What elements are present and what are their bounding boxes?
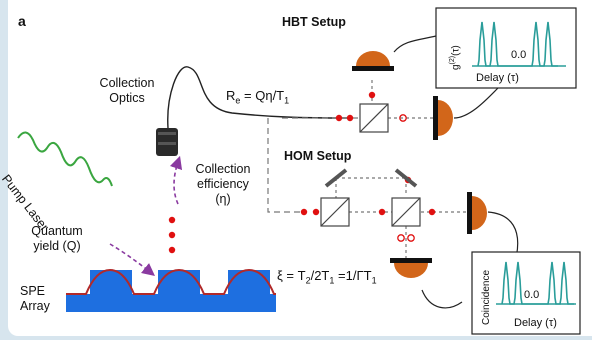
hbt-center-value: 0.0 <box>511 49 527 61</box>
xi-subscript-1: 2 <box>305 275 311 286</box>
collection-efficiency-line1: Collection <box>195 162 251 176</box>
collection-efficiency-line2: efficiency <box>197 177 249 191</box>
collection-optics-line2: Optics <box>109 91 145 105</box>
spe-array-label: SPE Array <box>20 284 50 314</box>
collection-optics-line1: Collection <box>99 76 155 90</box>
spe-substrate <box>66 268 276 312</box>
hbt-detector-right <box>433 96 453 140</box>
rate-symbol: R <box>226 88 236 103</box>
hbt-inset <box>435 7 577 89</box>
xi-subscript-3: 1 <box>371 275 377 286</box>
indistinguishability-equation: ξ = T2/2T1 =1/ΓT1 <box>277 268 377 289</box>
quantum-yield-label: Quantum yield (Q) <box>22 224 92 254</box>
xi-prefix: ξ = T <box>277 268 306 283</box>
hom-setup-title: HOM Setup <box>284 149 352 163</box>
panel-label: a <box>18 13 26 29</box>
optical-fiber <box>167 66 349 129</box>
spe-array-line1: SPE <box>20 284 46 298</box>
hom-detector-bottom <box>390 258 432 278</box>
rate-subscript: e <box>235 95 241 106</box>
rate-subscript-2: 1 <box>284 95 290 106</box>
collection-objective <box>156 128 178 156</box>
hbt-detector-top <box>352 51 394 71</box>
spe-array-line2: Array <box>20 299 50 313</box>
hbt-beam-splitter <box>359 103 389 133</box>
collection-efficiency-line3: (η) <box>215 192 231 206</box>
hom-xlabel: Delay (τ) <box>514 317 557 329</box>
hbt-ylabel-arg: (τ) <box>450 45 462 56</box>
hbt-ylabel-main: g <box>450 64 462 70</box>
hom-ylabel: Coincidence <box>481 269 492 325</box>
hbt-ylabel: g(2)(τ) <box>445 45 463 70</box>
collection-efficiency-label: Collection efficiency (η) <box>183 162 263 207</box>
quantum-yield-line2: yield (Q) <box>33 239 81 253</box>
hom-center-value: 0.0 <box>524 289 540 301</box>
signal-wires <box>393 35 519 309</box>
hom-mirror-2 <box>394 168 418 188</box>
emission-rate-equation: Re = Qη/T1 <box>226 88 289 109</box>
rate-expression: = Qη/T <box>240 88 285 103</box>
hbt-xlabel: Delay (τ) <box>476 72 519 84</box>
emitted-photons <box>168 216 176 254</box>
pump-laser-wave <box>17 131 113 187</box>
hom-inset <box>471 251 581 335</box>
hom-beam-splitter-2 <box>391 197 421 227</box>
xi-middle: /2T <box>310 268 330 283</box>
collection-optics-label: Collection Optics <box>87 76 167 106</box>
hom-mirror-1 <box>324 168 348 188</box>
xi-middle-2: =1/ΓT <box>334 268 372 283</box>
hbt-setup-title: HBT Setup <box>282 15 346 29</box>
quantum-yield-line1: Quantum <box>31 224 83 238</box>
xi-subscript-2: 1 <box>329 275 335 286</box>
hom-beam-splitter-1 <box>320 197 350 227</box>
hbt-ylabel-sup: (2) <box>449 55 456 65</box>
hom-detector-right <box>467 192 487 234</box>
excitation-arrow <box>109 243 155 276</box>
collection-arrow <box>169 155 183 205</box>
